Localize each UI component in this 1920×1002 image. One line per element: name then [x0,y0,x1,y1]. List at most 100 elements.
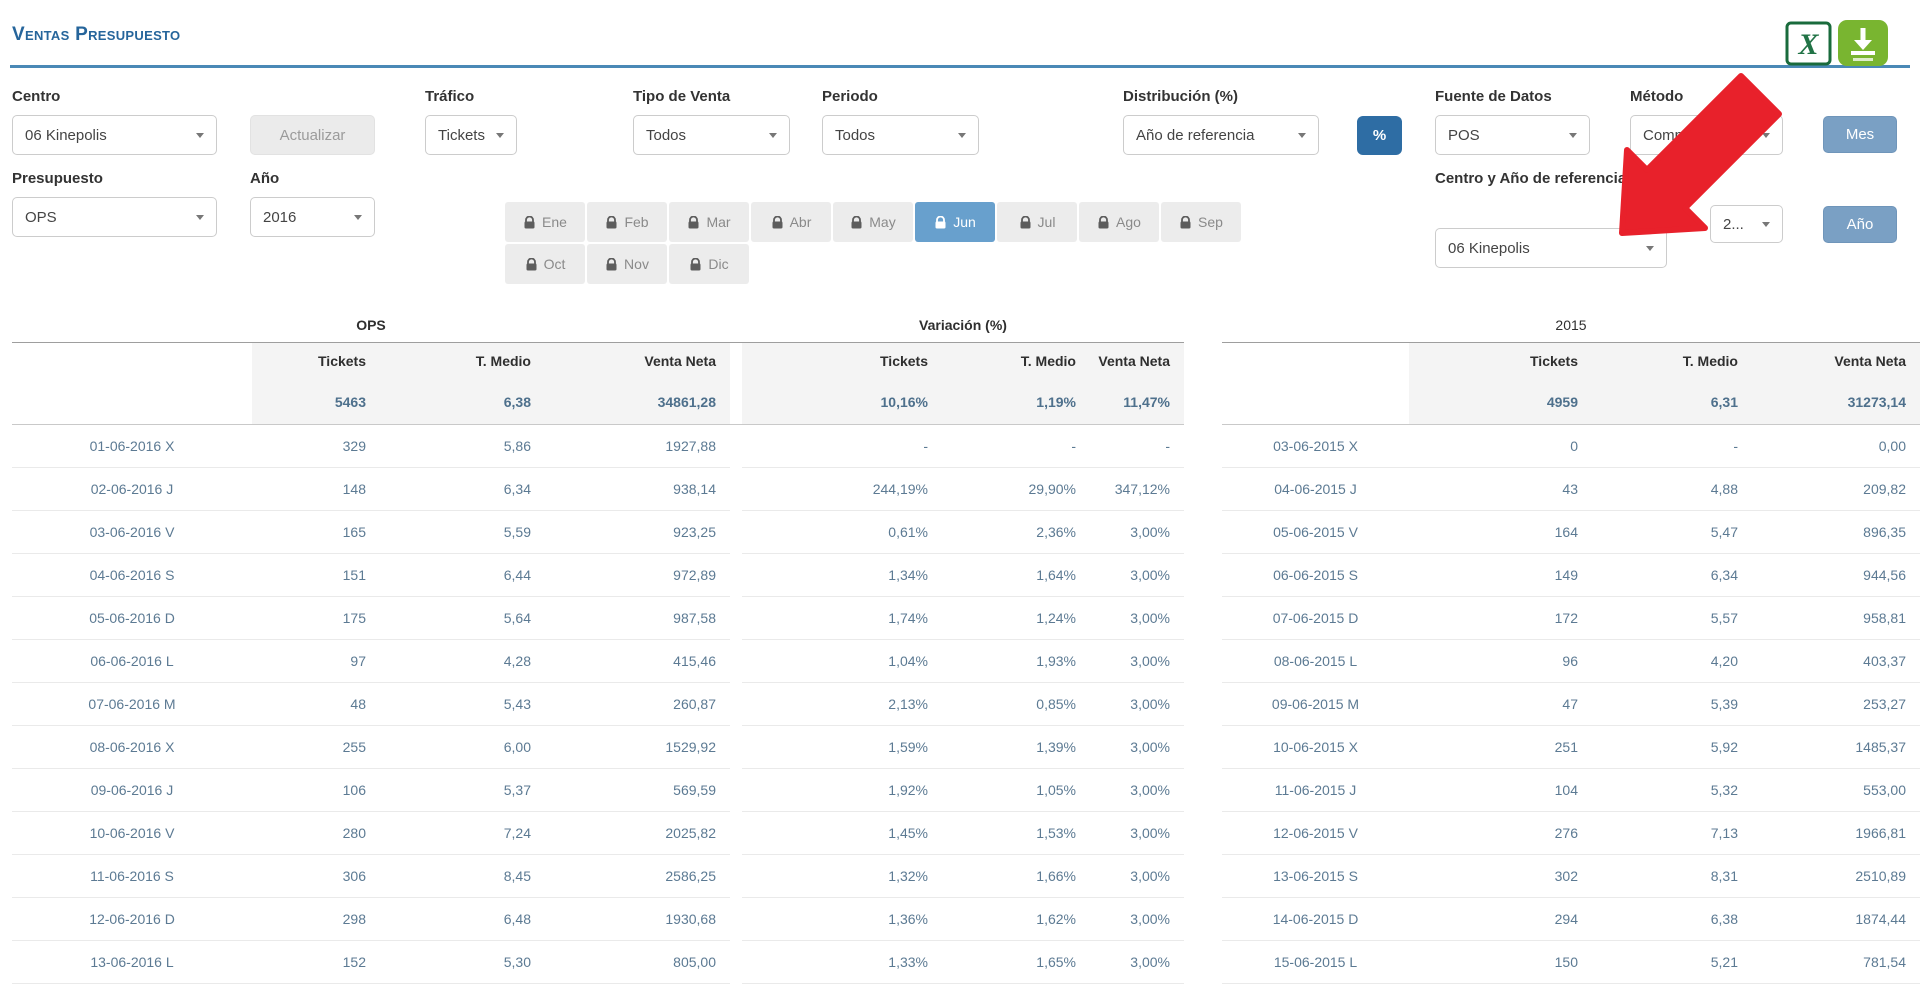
date-cell: 03-06-2015 X [1222,425,1409,468]
presupuesto-select[interactable]: OPS [12,197,217,237]
lock-icon [605,257,618,271]
chevron-down-icon [769,132,777,138]
col-header: T. Medio [942,342,1090,379]
date-cell: 10-06-2015 X [1222,726,1409,769]
fuente-datos-select[interactable]: POS [1435,115,1590,155]
centro-ref-label: Centro y Año de referencia [1435,170,1627,187]
month-button-jul[interactable]: Jul [997,202,1077,242]
month-button-oct[interactable]: Oct [505,244,585,284]
lock-icon [687,215,700,229]
lock-icon [1097,215,1110,229]
date-cell: 10-06-2016 V [12,812,252,855]
table-row: 09-06-2016 J 106 5,37 569,59 1,92% 1,05% 3,00%… [12,769,1920,812]
distribucion-select[interactable]: Año de referencia [1123,115,1319,155]
group-2015: 2015 [1555,317,1587,333]
centro-ref-select[interactable]: 06 Kinepolis [1435,228,1667,268]
date-cell: 13-06-2016 L [12,941,252,984]
col-header: Tickets [742,342,942,379]
date-cell: 13-06-2015 S [1222,855,1409,898]
title-divider [10,65,1910,68]
centro-label: Centro [12,88,61,105]
mes-button[interactable]: Mes [1823,116,1897,153]
anio-select[interactable]: 2016 [250,197,375,237]
table-body: 01-06-2016 X 329 5,86 1927,88- - -03-06-2015 … [12,425,1920,984]
periodo-select[interactable]: Todos [822,115,979,155]
month-button-ago[interactable]: Ago [1079,202,1159,242]
total-cell: 5463 [252,379,380,425]
date-cell: 08-06-2016 X [12,726,252,769]
date-cell: 03-06-2016 V [12,511,252,554]
trafico-label: Tráfico [425,88,475,105]
date-cell: 14-06-2015 D [1222,898,1409,941]
lock-icon [689,257,702,271]
month-button-dic[interactable]: Dic [669,244,749,284]
col-header: Venta Neta [545,342,730,379]
group-variacion: Variación (%) [919,317,1007,333]
table-row: 11-06-2016 S 306 8,45 2586,25 1,32% 1,66% 3,00… [12,855,1920,898]
table-row: 10-06-2016 V 280 7,24 2025,82 1,45% 1,53% 3,00… [12,812,1920,855]
table-row: 01-06-2016 X 329 5,86 1927,88- - -03-06-2015 … [12,425,1920,468]
centro-ref-value: 06 Kinepolis [1448,239,1530,257]
chevron-down-icon [196,132,204,138]
month-button-sep[interactable]: Sep [1161,202,1241,242]
download-button-icon[interactable] [1838,20,1888,66]
presupuesto-label: Presupuesto [12,170,103,187]
trafico-value: Tickets [438,126,485,144]
anio-button[interactable]: Año [1823,206,1897,243]
date-cell: 04-06-2015 J [1222,468,1409,511]
lock-icon [934,215,947,229]
distribucion-value: Año de referencia [1136,126,1255,144]
trafico-select[interactable]: Tickets [425,115,517,155]
month-button-jun[interactable]: Jun [915,202,995,242]
chevron-down-icon [1569,132,1577,138]
metodo-value: Comp [1643,126,1684,144]
chevron-down-icon [496,132,504,138]
col-header: Tickets [252,342,380,379]
group-ops: OPS [356,317,386,333]
date-cell: 07-06-2016 M [12,683,252,726]
date-cell: 01-06-2016 X [12,425,252,468]
total-cell: 6,38 [380,379,545,425]
tipo-venta-label: Tipo de Venta [633,88,731,105]
percent-button[interactable]: % [1357,116,1402,155]
col-header: T. Medio [1592,342,1752,379]
actualizar-button[interactable]: Actualizar [250,115,375,155]
tipo-venta-select[interactable]: Todos [633,115,790,155]
anio-ref-value: 2... [1723,215,1744,233]
lock-icon [605,215,618,229]
lock-icon [523,215,536,229]
table-row: 08-06-2016 X 255 6,00 1529,92 1,59% 1,39% 3,00… [12,726,1920,769]
presupuesto-value: OPS [25,208,57,226]
lock-icon [771,215,784,229]
date-cell: 11-06-2016 S [12,855,252,898]
fuente-datos-label: Fuente de Datos [1435,88,1552,105]
table-row: 05-06-2016 D 175 5,64 987,58 1,74% 1,24% 3,00%… [12,597,1920,640]
total-cell: 10,16% [742,379,942,425]
table-group-header: OPS Variación (%) 2015 [12,308,1920,342]
month-button-may[interactable]: May [833,202,913,242]
anio-ref-select[interactable]: 2... [1710,205,1783,243]
month-strip-row1: Ene Feb Mar Abr May Jun Jul Ago Sep [505,202,1241,242]
centro-select[interactable]: 06 Kinepolis [12,115,217,155]
svg-text:X: X [1797,28,1819,61]
month-button-ene[interactable]: Ene [505,202,585,242]
month-button-mar[interactable]: Mar [669,202,749,242]
total-cell: 6,31 [1592,379,1752,425]
month-button-nov[interactable]: Nov [587,244,667,284]
month-button-feb[interactable]: Feb [587,202,667,242]
col-header: Tickets [1409,342,1592,379]
table-row: 02-06-2016 J 148 6,34 938,14 244,19% 29,90% 34… [12,468,1920,511]
anio-label: Año [250,170,280,187]
col-header: Venta Neta [1752,342,1920,379]
chevron-down-icon [196,214,204,220]
total-cell: 31273,14 [1752,379,1920,425]
chevron-down-icon [958,132,966,138]
lock-icon [850,215,863,229]
metodo-select[interactable]: Comp [1630,115,1783,155]
date-cell: 05-06-2015 V [1222,511,1409,554]
date-cell: 04-06-2016 S [12,554,252,597]
month-button-abr[interactable]: Abr [751,202,831,242]
date-cell: 06-06-2016 L [12,640,252,683]
excel-export-icon[interactable]: X [1785,21,1832,66]
